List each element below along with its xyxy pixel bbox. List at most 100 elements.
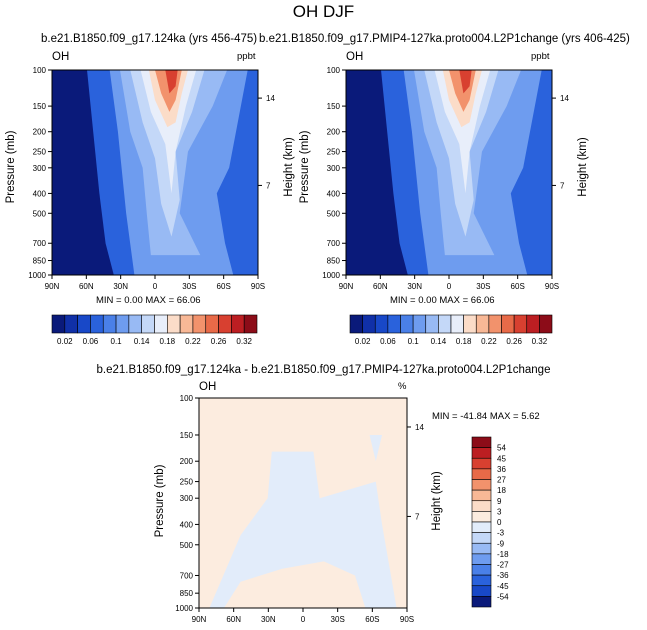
left-min-max: MIN = 0.00 MAX = 66.06 <box>96 295 201 306</box>
panel-1-xtick-label-6: 90S <box>545 282 559 291</box>
panel-0-ytick-label-4: 300 <box>33 164 47 173</box>
panel-0-colorbar-box-1 <box>64 314 78 334</box>
panel-2-xtick-label-2: 30N <box>261 615 276 624</box>
panel-2-ytick-label-6: 500 <box>180 541 194 550</box>
panel-2-y2tick-label-0: 14 <box>415 423 424 432</box>
panel-2-colorbar-label-3: 27 <box>497 476 506 485</box>
panel-0-colorbar-box-4 <box>102 314 117 334</box>
right-min-max: MIN = 0.00 MAX = 66.06 <box>390 295 495 306</box>
panel-2-ytick-label-8: 850 <box>180 589 194 598</box>
panel-0-colorbar-box-7 <box>141 314 155 334</box>
panel-2-colorbar-box-4 <box>471 479 492 491</box>
panel-1-colorbar-label-4: 0.18 <box>456 337 472 346</box>
panel-0-colorbar-label-5: 0.22 <box>185 337 201 346</box>
panel-2-colorbar-box-8 <box>471 521 492 533</box>
panel-2-colorbar-label-11: -27 <box>497 561 509 570</box>
left-units: ppbt <box>237 51 256 62</box>
panel-2-ytick-label-3: 250 <box>180 478 194 487</box>
panel-2-ytick-label-0: 100 <box>180 394 194 403</box>
panel-0-colorbar-box-5 <box>115 314 130 334</box>
panel-0-colorbar-box-13 <box>218 314 232 334</box>
panel-1-colorbar-label-2: 0.1 <box>408 337 420 346</box>
panel-0-colorbar-label-3: 0.14 <box>134 337 150 346</box>
panel-0-colorbar-label-1: 0.06 <box>83 337 99 346</box>
panel-2-negative-region-1 <box>369 434 383 462</box>
panel-1-ytick-label-4: 300 <box>327 164 341 173</box>
panel-2-colorbar-box-14 <box>471 585 492 597</box>
panel-1-colorbar-label-5: 0.22 <box>481 337 497 346</box>
panel-1-colorbar-box-6 <box>425 314 439 334</box>
panel-1-y2tick-label-1: 7 <box>560 181 565 190</box>
panel-2-colorbar-label-1: 45 <box>497 454 506 463</box>
panel-1-colorbar-label-6: 0.26 <box>506 337 522 346</box>
panel-0-colorbar-label-7: 0.32 <box>236 337 252 346</box>
panel-1-xtick-label-3: 0 <box>447 282 452 291</box>
panel-2-colorbar-box-0 <box>471 436 492 448</box>
diff-subtitle: b.e21.B1850.f09_g17.124ka - b.e21.B1850.… <box>96 364 551 376</box>
panel-1-ytick-label-1: 150 <box>327 102 341 111</box>
panel-0-ytick-label-7: 700 <box>33 239 47 248</box>
panel-1-colorbar-box-10 <box>475 314 490 334</box>
panel-1-ytick-label-2: 200 <box>327 128 341 137</box>
right-var-label: OH <box>346 51 364 63</box>
panel-1-colorbar-box-13 <box>513 314 528 334</box>
panel-0-colorbar-box-2 <box>77 314 91 334</box>
panel-0-colorbar-label-4: 0.18 <box>160 337 176 346</box>
diff-min-max: MIN = -41.84 MAX = 5.62 <box>432 411 540 422</box>
panel-2-colorbar-label-4: 18 <box>497 486 506 495</box>
panel-1-colorbar-box-9 <box>463 314 477 334</box>
panel-0-colorbar-label-6: 0.26 <box>211 337 227 346</box>
panel-1-ytick-label-0: 100 <box>327 66 341 75</box>
panel-2-colorbar-label-6: 3 <box>497 507 502 516</box>
panel-0-colorbar-box-6 <box>128 314 142 334</box>
panel-0-colorbar-box-15 <box>243 314 258 334</box>
panel-1-colorbar-box-5 <box>412 314 427 334</box>
panel-1-xtick-label-2: 30N <box>407 282 422 291</box>
panel-0-colorbar-box-11 <box>192 314 207 334</box>
panel-0-y2tick-label-0: 14 <box>266 94 275 103</box>
panel-0-ytick-label-1: 150 <box>33 102 47 111</box>
panel-1-colorbar-box-11 <box>488 314 502 334</box>
left-subtitle: b.e21.B1850.f09_g17.124ka (yrs 456-475) <box>41 33 258 45</box>
panel-1-ytick-label-5: 400 <box>327 189 341 198</box>
panel-2-colorbar-label-5: 9 <box>497 497 502 506</box>
panel-2-ytick-label-7: 700 <box>180 571 194 580</box>
panel-1-y2tick-label-0: 14 <box>560 94 569 103</box>
panel-2-ytick-label-1: 150 <box>180 431 194 440</box>
panel-0-xtick-label-3: 0 <box>153 282 158 291</box>
right-units: ppbt <box>531 51 550 62</box>
panel-2-colorbar-box-10 <box>471 542 492 555</box>
panel-1-colorbar-box-8 <box>450 314 464 334</box>
panel-0-ytick-label-9: 1000 <box>28 271 46 280</box>
panel-0-xtick-label-2: 30N <box>113 282 128 291</box>
panel-0-xtick-label-5: 60S <box>217 282 231 291</box>
panel-2-colorbar-box-12 <box>471 564 492 576</box>
panel-0-colorbar-box-8 <box>154 314 168 334</box>
panel-2-colorbar-box-11 <box>471 553 492 565</box>
panel-2-xtick-label-4: 30S <box>331 615 345 624</box>
panel-2-colorbar-box-1 <box>471 447 492 459</box>
panel-0-xtick-label-1: 60N <box>79 282 94 291</box>
panel-2-negative-region-0 <box>209 451 397 608</box>
panel-1-colorbar-box-1 <box>362 314 376 334</box>
right-subtitle: b.e21.B1850.f09_g17.PMIP4-127ka.proto004… <box>259 33 630 45</box>
panel-0-ytick-label-6: 500 <box>33 209 47 218</box>
diff-units: % <box>398 381 407 392</box>
panel-2-colorbar-box-9 <box>471 532 492 544</box>
panel-1-colorbar-label-3: 0.14 <box>431 337 447 346</box>
panel-0-colorbar-box-10 <box>179 314 194 334</box>
panel-1-contour-level-7 <box>459 70 472 94</box>
panel-0-colorbar-box-3 <box>90 314 104 334</box>
panel-0-contour-level-4 <box>140 70 197 194</box>
panel-0-colorbar-box-0 <box>51 314 66 334</box>
panel-1-xtick-label-1: 60N <box>373 282 388 291</box>
panel-0-xtick-label-4: 30S <box>182 282 196 291</box>
panel-1-ytick-label-8: 850 <box>327 257 341 266</box>
panel-1-ytick-label-3: 250 <box>327 148 341 157</box>
panel-2-ytick-label-2: 200 <box>180 457 194 466</box>
panel-1-ytick-label-7: 700 <box>327 239 341 248</box>
panel-2-colorbar-label-7: 0 <box>497 518 502 527</box>
panel-0-contour-level-7 <box>165 70 178 94</box>
panel-2-xtick-label-6: 90S <box>400 615 414 624</box>
